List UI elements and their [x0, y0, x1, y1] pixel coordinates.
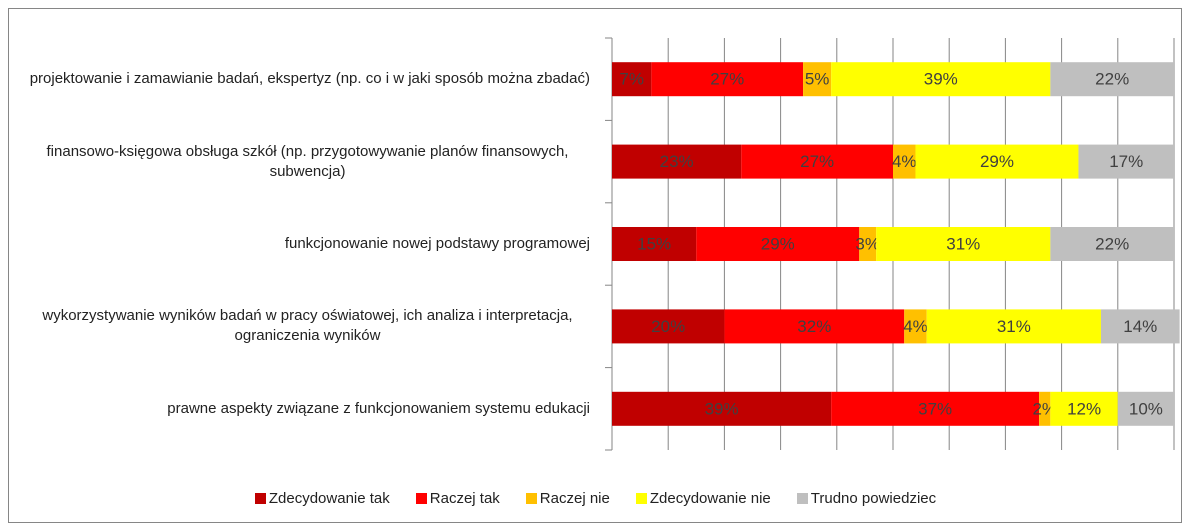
legend-label: Raczej nie	[539, 490, 610, 507]
chart-frame	[8, 8, 1182, 523]
bar-segment	[893, 144, 916, 179]
value-label: 27%	[800, 152, 834, 171]
bar-segment	[724, 309, 905, 344]
category-label: prawne aspekty związane z funkcjonowanie…	[167, 399, 590, 417]
legend-swatch	[635, 493, 647, 504]
category-label: funkcjonowanie nowej podstawy programowe…	[284, 235, 590, 252]
legend-label: Trudno powiedziec	[810, 490, 937, 507]
legend-label: Zdecydowanie nie	[649, 490, 771, 507]
bar-segment	[696, 227, 860, 261]
value-label: 20%	[651, 317, 685, 336]
legend-swatch	[415, 493, 427, 504]
value-label: 12%	[1067, 399, 1101, 418]
category-label: projektowanie i zamawianie badań, eksper…	[29, 70, 590, 88]
value-label: 4%	[892, 152, 917, 171]
legend-item: Raczej nie	[525, 490, 610, 507]
category-label-box: wykorzystywanie wyników badań w pracy oś…	[10, 306, 590, 346]
category-label: wykorzystywanie wyników badań w pracy oś…	[42, 307, 573, 345]
legend-swatch	[254, 493, 266, 504]
value-label: 31%	[997, 317, 1031, 336]
bar-segment	[1050, 391, 1118, 426]
category-label-box: projektowanie i zamawianie badań, eksper…	[10, 69, 590, 89]
bar-segment	[1050, 227, 1174, 261]
bar-segment	[612, 62, 652, 97]
bar-segment	[859, 227, 877, 261]
value-label: 7%	[619, 70, 644, 89]
value-label: 15%	[637, 235, 671, 254]
value-label: 37%	[918, 399, 952, 418]
legend-item: Raczej tak	[415, 490, 500, 507]
value-label: 31%	[946, 235, 980, 254]
category-label-box: prawne aspekty związane z funkcjonowanie…	[10, 399, 590, 419]
value-label: 22%	[1095, 70, 1129, 89]
bar-segment	[612, 144, 742, 179]
bar-segment	[831, 62, 1051, 97]
category-label: finansowo-księgowa obsługa szkół (np. pr…	[46, 142, 569, 180]
category-label-box: finansowo-księgowa obsługa szkół (np. pr…	[10, 142, 590, 182]
bar-segment	[803, 62, 832, 97]
bar-segment	[926, 309, 1101, 344]
value-label: 27%	[710, 70, 744, 89]
value-label: 17%	[1109, 152, 1143, 171]
bar-segment	[651, 62, 804, 97]
legend: Zdecydowanie tak Raczej tak Raczej nie Zdec…	[0, 490, 1191, 507]
bar-segment	[612, 227, 697, 261]
legend-item: Zdecydowanie tak	[254, 490, 390, 507]
value-label: 23%	[660, 152, 694, 171]
value-label: 3%	[855, 235, 880, 254]
legend-item: Trudno powiedziec	[796, 490, 937, 507]
bar-segment	[915, 144, 1079, 179]
value-label: 10%	[1129, 399, 1163, 418]
bar-segment	[1078, 144, 1174, 179]
value-label: 22%	[1095, 235, 1129, 254]
value-label: 32%	[797, 317, 831, 336]
bar-segment	[831, 391, 1040, 426]
legend-label: Raczej tak	[429, 490, 500, 507]
value-label: 39%	[924, 70, 958, 89]
legend-item: Zdecydowanie nie	[635, 490, 771, 507]
bar-segment	[1050, 62, 1174, 97]
value-label: 39%	[705, 399, 739, 418]
value-label: 29%	[761, 235, 795, 254]
bar-segment	[1039, 391, 1051, 426]
legend-swatch	[525, 493, 537, 504]
bar-segment	[612, 391, 832, 426]
value-label: 29%	[980, 152, 1014, 171]
bar-segment	[1100, 309, 1180, 344]
value-label: 4%	[903, 317, 928, 336]
category-label-box: funkcjonowanie nowej podstawy programowe…	[10, 234, 590, 254]
bar-segment	[1117, 391, 1174, 426]
bar-segment	[904, 309, 927, 344]
legend-label: Zdecydowanie tak	[268, 490, 390, 507]
legend-swatch	[796, 493, 808, 504]
bar-segment	[612, 309, 725, 344]
value-label: 14%	[1123, 317, 1157, 336]
bar-segment	[741, 144, 893, 179]
value-label: 5%	[805, 70, 830, 89]
bar-segment	[876, 227, 1051, 261]
